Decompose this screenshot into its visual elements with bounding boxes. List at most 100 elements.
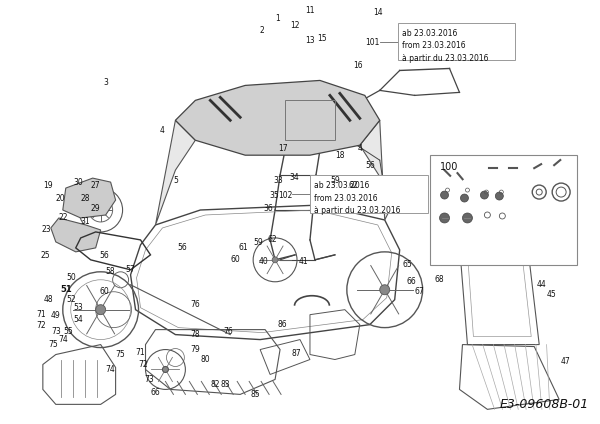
Text: 61: 61 <box>238 243 248 252</box>
Text: 20: 20 <box>56 193 65 203</box>
Text: 35: 35 <box>269 190 279 200</box>
Bar <box>398 22 515 61</box>
Circle shape <box>97 206 104 214</box>
Circle shape <box>95 305 106 315</box>
Polygon shape <box>155 120 196 225</box>
Text: 23: 23 <box>41 226 50 234</box>
Text: 18: 18 <box>335 151 344 160</box>
Text: 101: 101 <box>365 38 380 47</box>
Text: 45: 45 <box>546 290 556 299</box>
Text: 86: 86 <box>277 320 287 329</box>
Text: 60: 60 <box>230 255 240 264</box>
Circle shape <box>272 257 278 263</box>
Text: 12: 12 <box>290 21 300 30</box>
Circle shape <box>463 213 472 223</box>
Text: 2: 2 <box>260 26 265 35</box>
Text: 29: 29 <box>91 204 100 212</box>
Text: 31: 31 <box>81 218 91 226</box>
Text: 82: 82 <box>211 380 220 389</box>
Text: 56: 56 <box>178 243 187 252</box>
Text: 57: 57 <box>125 265 136 274</box>
Polygon shape <box>51 218 101 252</box>
Circle shape <box>440 191 449 199</box>
Text: 50: 50 <box>66 273 76 282</box>
Circle shape <box>460 194 469 202</box>
Text: 72: 72 <box>139 360 148 369</box>
Text: 72: 72 <box>36 321 46 330</box>
Text: 67: 67 <box>415 287 424 296</box>
Text: E3-09608B-01: E3-09608B-01 <box>500 398 589 411</box>
Text: 15: 15 <box>317 34 327 43</box>
Text: 62: 62 <box>267 235 277 244</box>
Text: 51: 51 <box>60 285 71 294</box>
Text: 33: 33 <box>273 176 283 184</box>
Text: 47: 47 <box>560 357 570 366</box>
Text: 13: 13 <box>305 36 315 45</box>
Text: 19: 19 <box>43 181 53 190</box>
Bar <box>285 100 335 140</box>
Text: 44: 44 <box>536 280 546 289</box>
Text: 27: 27 <box>91 181 100 190</box>
Text: 100: 100 <box>440 162 458 172</box>
Text: 58: 58 <box>106 267 115 276</box>
Text: 56: 56 <box>100 251 110 260</box>
Polygon shape <box>175 81 380 155</box>
Text: 53: 53 <box>74 303 83 312</box>
Text: 17: 17 <box>278 144 288 153</box>
Text: 80: 80 <box>200 355 210 364</box>
Text: 30: 30 <box>74 178 83 187</box>
Text: 87: 87 <box>291 349 301 358</box>
Text: 55: 55 <box>63 327 73 336</box>
Circle shape <box>496 192 503 200</box>
Text: 40: 40 <box>258 257 268 266</box>
Text: 102: 102 <box>278 190 292 200</box>
Text: ab 23.03.2016
from 23.03.2016
à partir du 23.03.2016: ab 23.03.2016 from 23.03.2016 à partir d… <box>401 28 488 63</box>
Text: 68: 68 <box>435 275 445 284</box>
Text: 41: 41 <box>298 257 308 266</box>
Text: 52: 52 <box>66 295 76 304</box>
Text: 75: 75 <box>116 350 125 359</box>
Bar <box>310 175 428 213</box>
Text: 28: 28 <box>81 193 91 203</box>
Text: 11: 11 <box>305 6 315 15</box>
Text: 3: 3 <box>103 78 108 87</box>
Text: 4: 4 <box>160 126 165 135</box>
Text: 66: 66 <box>151 388 160 397</box>
Text: 65: 65 <box>403 260 413 269</box>
Text: 49: 49 <box>51 311 61 320</box>
Text: 16: 16 <box>353 61 362 70</box>
Text: 59: 59 <box>330 176 340 184</box>
Text: 36: 36 <box>263 204 273 212</box>
Text: 79: 79 <box>190 345 200 354</box>
Text: 48: 48 <box>44 295 53 304</box>
Text: 62: 62 <box>348 181 358 190</box>
Text: 76: 76 <box>190 300 200 309</box>
Circle shape <box>481 191 488 199</box>
Text: 56: 56 <box>365 161 374 170</box>
Polygon shape <box>63 178 116 218</box>
Text: 74: 74 <box>106 365 115 374</box>
Text: 85: 85 <box>250 390 260 399</box>
Text: 22: 22 <box>58 213 68 223</box>
Text: 78: 78 <box>191 330 200 339</box>
Text: 73: 73 <box>51 327 61 336</box>
Text: 60: 60 <box>100 287 110 296</box>
Text: 74: 74 <box>58 335 68 344</box>
Text: 83: 83 <box>220 380 230 389</box>
Text: 59: 59 <box>253 238 263 247</box>
Text: 5: 5 <box>173 176 178 184</box>
Text: 54: 54 <box>74 315 83 324</box>
Text: 14: 14 <box>373 8 383 17</box>
Polygon shape <box>360 120 395 220</box>
Text: 4: 4 <box>358 144 362 153</box>
Text: 73: 73 <box>145 375 154 384</box>
Text: 76: 76 <box>223 327 233 336</box>
Text: 66: 66 <box>407 277 416 286</box>
Text: 75: 75 <box>48 340 58 349</box>
Text: 71: 71 <box>136 348 145 357</box>
Text: ab 23.03.2016
from 23.03.2016
à partir du 23.03.2016: ab 23.03.2016 from 23.03.2016 à partir d… <box>314 181 400 215</box>
Text: 34: 34 <box>289 173 299 181</box>
Text: 71: 71 <box>36 310 46 319</box>
Bar <box>430 155 577 265</box>
Circle shape <box>163 366 169 372</box>
